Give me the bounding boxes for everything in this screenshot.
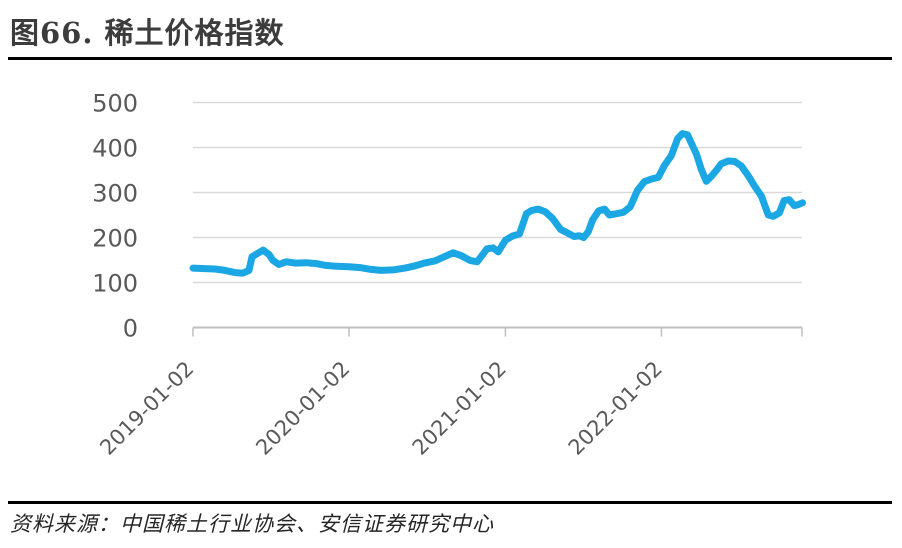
y-tick-label: 100 [92, 270, 138, 298]
y-tick-label: 400 [92, 135, 138, 163]
y-tick-label: 300 [92, 180, 138, 208]
x-tick-label: 2020-01-02 [251, 357, 354, 460]
source-note: 资料来源：中国稀土行业协会、安信证券研究中心 [10, 512, 494, 536]
x-tick-label: 2021-01-02 [408, 357, 511, 460]
figure-title: 图66. 稀土价格指数 [10, 16, 285, 50]
title-divider [8, 57, 892, 60]
y-tick-label: 200 [92, 225, 138, 253]
x-tick-label: 2019-01-02 [95, 357, 198, 460]
y-tick-label: 500 [92, 90, 138, 118]
price-index-line [189, 130, 806, 277]
x-tick-label: 2022-01-02 [564, 357, 667, 460]
y-tick-label: 0 [123, 315, 138, 343]
footer-divider [8, 501, 892, 504]
